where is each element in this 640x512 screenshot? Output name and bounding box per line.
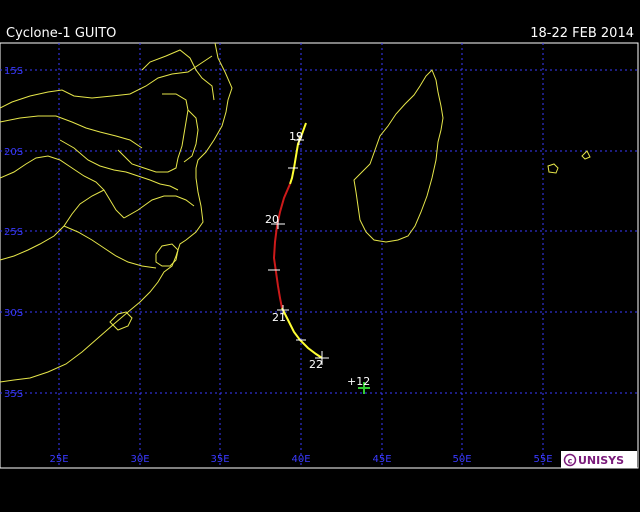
copyright-icon xyxy=(563,453,577,467)
track-marker xyxy=(271,219,285,229)
forecast-marker xyxy=(358,382,370,394)
lon-label: 30E xyxy=(130,454,149,465)
country-border xyxy=(123,195,195,219)
track-marker xyxy=(294,135,304,145)
map-frame xyxy=(0,42,639,469)
country-border xyxy=(141,49,215,101)
country-border xyxy=(0,115,143,149)
island-outline xyxy=(581,150,591,160)
lon-label: 45E xyxy=(372,454,391,465)
lat-label: 30S xyxy=(4,308,23,319)
storm-title: Cyclone-1 GUITO xyxy=(6,26,117,41)
island-outline xyxy=(547,163,559,174)
forecast-label: +12 xyxy=(347,375,370,388)
logo-text: UNISYS xyxy=(578,454,624,467)
country-border xyxy=(0,155,125,219)
unisys-logo: c UNISYS xyxy=(561,451,637,468)
track-marker xyxy=(315,351,329,365)
track-segment-red xyxy=(272,183,291,309)
track-segment-yellow-north xyxy=(289,122,307,185)
lon-label: 55E xyxy=(533,454,552,465)
day-label-20: 20 xyxy=(265,213,279,226)
madagascar-coastline xyxy=(353,69,444,243)
copyright-c: c xyxy=(568,457,573,466)
lon-label: 25E xyxy=(49,454,68,465)
date-range: 18-22 FEB 2014 xyxy=(530,26,634,41)
country-border xyxy=(0,55,213,109)
lat-grid xyxy=(0,69,638,394)
track-markers xyxy=(268,135,329,365)
day-label-19: 19 xyxy=(289,130,303,143)
country-border xyxy=(183,109,199,163)
country-border xyxy=(117,93,189,173)
lat-label: 25S xyxy=(4,227,23,238)
lat-label: 15S xyxy=(4,66,23,77)
country-border xyxy=(0,189,105,261)
day-label-21: 21 xyxy=(272,311,286,324)
lon-label: 40E xyxy=(291,454,310,465)
lat-label: 35S xyxy=(4,389,23,400)
lon-label: 35E xyxy=(210,454,229,465)
track-marker xyxy=(277,305,289,315)
day-label-22: 22 xyxy=(309,358,323,371)
country-border xyxy=(109,311,133,331)
coastlines xyxy=(0,42,591,383)
country-border xyxy=(63,225,157,269)
country-border xyxy=(155,243,179,267)
lon-grid xyxy=(58,43,544,468)
lon-label: 50E xyxy=(452,454,471,465)
country-border xyxy=(59,139,179,191)
lat-label: 20S xyxy=(4,147,23,158)
africa-coastline xyxy=(0,42,233,383)
